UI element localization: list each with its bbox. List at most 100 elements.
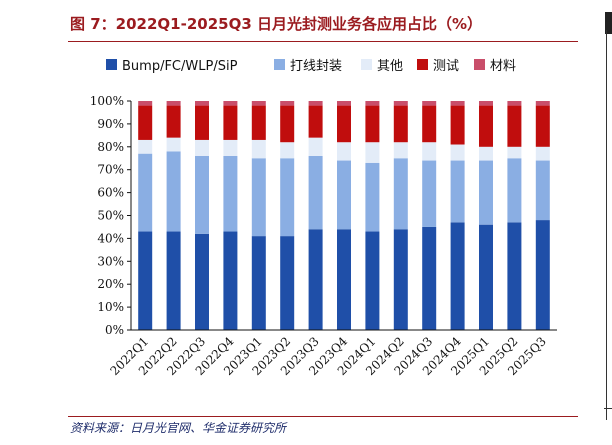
legend-label-1: 打线封装 [290, 59, 342, 74]
bar-segment-2025Q1-2 [479, 146, 493, 161]
bar-segment-2024Q3-1 [422, 160, 437, 227]
bar-segment-2024Q2-1 [393, 158, 408, 230]
bar-segment-2024Q3-3 [422, 105, 437, 143]
y-tick-label: 10% [97, 300, 124, 314]
bar-segment-2022Q1-2 [138, 139, 153, 154]
bar-segment-2022Q1-1 [138, 153, 153, 232]
page-edge-dash [604, 408, 612, 409]
bar-segment-2022Q3-2 [195, 139, 209, 156]
bar-segment-2022Q2-2 [166, 137, 181, 152]
y-tick-label: 100% [90, 94, 124, 108]
bar-segment-2025Q3-0 [535, 220, 550, 330]
bar-segment-2022Q1-0 [138, 231, 153, 330]
bar-segment-2022Q2-3 [166, 105, 181, 138]
bar-segment-2023Q3-4 [308, 101, 323, 106]
bar-segment-2025Q2-1 [507, 158, 522, 223]
bar-segment-2024Q1-4 [365, 101, 380, 106]
bar-segment-2022Q3-0 [195, 233, 209, 330]
bar-segment-2025Q3-1 [535, 160, 550, 221]
bar-segment-2024Q4-3 [450, 105, 465, 145]
bar-segment-2022Q3-3 [195, 105, 209, 140]
bar-segment-2024Q4-1 [450, 160, 465, 223]
legend-label-4: 材料 [490, 59, 516, 74]
bar-segment-2024Q2-2 [393, 142, 408, 159]
bar-segment-2024Q2-0 [393, 229, 408, 330]
bar-segment-2022Q4-1 [223, 155, 238, 232]
bar-segment-2023Q1-2 [251, 139, 266, 159]
bar-segment-2023Q4-4 [337, 101, 351, 106]
bar-segment-2023Q4-2 [337, 142, 351, 161]
bar-segment-2023Q2-2 [280, 142, 295, 159]
bar-segment-2022Q2-1 [166, 151, 181, 232]
legend-label-0: Bump/FC/WLP/SiP [122, 59, 238, 74]
legend-label-2: 其他 [377, 59, 403, 74]
bar-segment-2024Q2-3 [393, 105, 408, 143]
bar-segment-2025Q1-3 [479, 105, 493, 147]
bar-segment-2024Q3-4 [422, 101, 437, 106]
bar-segment-2023Q3-3 [308, 105, 323, 138]
bar-segment-2024Q1-0 [365, 231, 380, 330]
bar-segment-2025Q3-3 [535, 105, 550, 147]
legend-swatch-4 [474, 59, 485, 70]
bar-segment-2024Q2-4 [393, 101, 408, 106]
bar-segment-2022Q4-2 [223, 139, 238, 156]
legend-swatch-3 [417, 59, 428, 70]
bar-segment-2022Q4-3 [223, 105, 238, 140]
y-tick-label: 80% [97, 140, 124, 154]
bar-segment-2023Q1-0 [251, 236, 266, 330]
page-edge-rule [606, 30, 607, 420]
bar-segment-2023Q2-3 [280, 105, 295, 143]
bar-segment-2023Q4-1 [337, 160, 351, 230]
legend-label-3: 测试 [433, 59, 459, 74]
source-note: 资料来源：日月光官网、华金证券研究所 [70, 421, 287, 435]
y-tick-label: 0% [105, 323, 124, 337]
bar-segment-2022Q3-4 [195, 101, 209, 106]
bar-segment-2025Q3-4 [535, 101, 550, 106]
y-tick-label: 60% [97, 186, 124, 200]
bar-segment-2022Q3-1 [195, 155, 209, 234]
bar-segment-2024Q4-4 [450, 101, 465, 106]
bar-segment-2022Q2-4 [166, 101, 181, 106]
page-edge-mark [605, 12, 612, 34]
bar-segment-2025Q2-2 [507, 146, 522, 159]
bar-segment-2024Q4-2 [450, 144, 465, 161]
bar-segment-2023Q3-2 [308, 137, 323, 156]
bar-segment-2022Q2-0 [166, 231, 181, 330]
bar-segment-2025Q1-4 [479, 101, 493, 106]
bar-segment-2023Q3-1 [308, 155, 323, 230]
bar-segment-2024Q1-2 [365, 142, 380, 163]
bar-segment-2024Q3-2 [422, 142, 437, 161]
bar-segment-2025Q1-0 [479, 224, 493, 330]
bar-segment-2025Q2-0 [507, 222, 522, 330]
legend-swatch-1 [274, 59, 285, 70]
y-tick-label: 70% [97, 163, 124, 177]
bar-segment-2023Q1-1 [251, 158, 266, 237]
bar-segment-2023Q2-4 [280, 101, 295, 106]
bar-segment-2022Q4-4 [223, 101, 238, 106]
source-rule [68, 416, 578, 417]
bar-segment-2023Q4-3 [337, 105, 351, 143]
bar-segment-2023Q4-0 [337, 229, 351, 330]
y-tick-label: 30% [97, 254, 124, 268]
bar-segment-2023Q2-0 [280, 236, 295, 330]
bar-segment-2023Q1-3 [251, 105, 266, 140]
bar-segment-2024Q1-1 [365, 162, 380, 232]
bar-segment-2023Q1-4 [251, 101, 266, 106]
legend-swatch-2 [361, 59, 372, 70]
bar-segment-2023Q2-1 [280, 158, 295, 237]
y-tick-label: 20% [97, 277, 124, 291]
bar-segment-2025Q1-1 [479, 160, 493, 225]
title-rule [68, 41, 578, 42]
bar-segment-2025Q3-2 [535, 146, 550, 161]
y-tick-label: 40% [97, 231, 124, 245]
y-tick-label: 90% [97, 117, 124, 131]
legend-swatch-0 [106, 59, 117, 70]
bar-segment-2022Q1-4 [138, 101, 153, 106]
y-tick-label: 50% [97, 209, 124, 223]
bar-segment-2024Q3-0 [422, 226, 437, 330]
bar-segment-2024Q4-0 [450, 222, 465, 330]
bar-segment-2024Q1-3 [365, 105, 380, 143]
bar-segment-2022Q4-0 [223, 231, 238, 330]
bar-segment-2022Q1-3 [138, 105, 153, 140]
